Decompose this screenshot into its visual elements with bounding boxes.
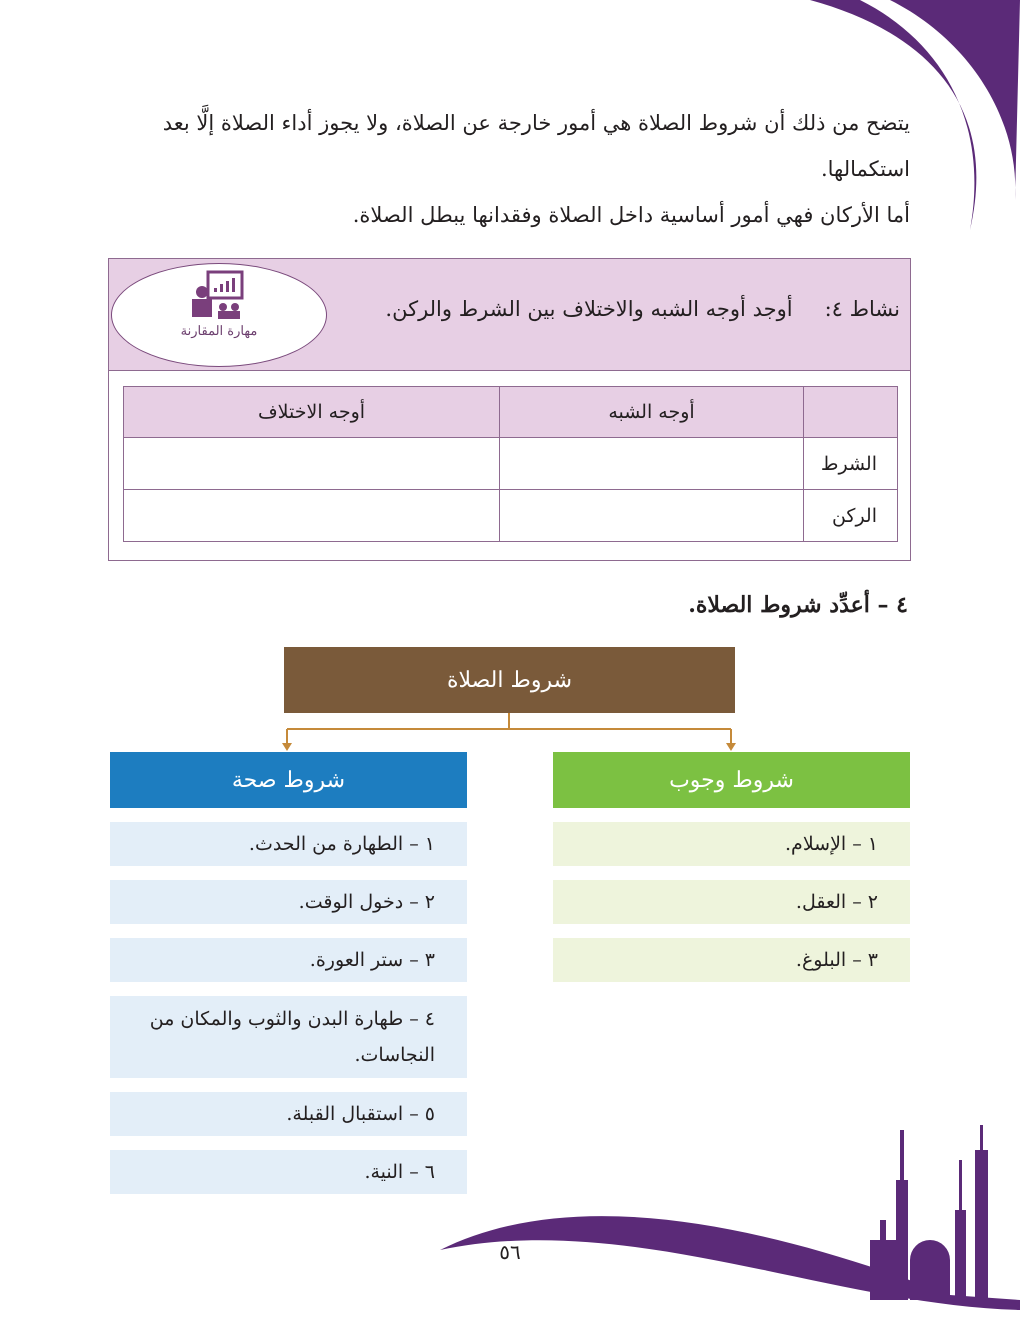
list-item: ٣ – البلوغ. xyxy=(553,938,910,982)
page-number: ٥٦ xyxy=(499,1240,521,1264)
activity-instruction: أوجد أوجه الشبه والاختلاف بين الشرط والر… xyxy=(385,297,793,321)
bottom-swoosh-decoration xyxy=(440,1125,1020,1310)
skill-badge: مهارة المقارنة xyxy=(111,263,327,367)
answer-cell[interactable] xyxy=(123,489,500,542)
activity-box: نشاط ٤: أوجد أوجه الشبه والاختلاف بين الش… xyxy=(108,258,911,561)
section-heading: ٤ – أعدِّد شروط الصلاة. xyxy=(688,592,908,618)
list-item: ٤ – طهارة البدن والثوب والمكان من النجاس… xyxy=(110,996,467,1078)
activity-header: نشاط ٤: أوجد أوجه الشبه والاختلاف بين الش… xyxy=(109,259,910,371)
obligation-conditions-header: شروط وجوب xyxy=(553,752,910,808)
comparison-table: أوجه الشبه أوجه الاختلاف الشرط الركن xyxy=(123,386,898,542)
table-header-row: أوجه الشبه أوجه الاختلاف xyxy=(123,386,898,438)
list-item: ٢ – العقل. xyxy=(553,880,910,924)
answer-cell[interactable] xyxy=(499,437,804,490)
answer-cell[interactable] xyxy=(499,489,804,542)
table-row: الركن xyxy=(123,489,898,542)
list-item: ١ – الإسلام. xyxy=(553,822,910,866)
intro-line-3: أما الأركان فهي أمور أساسية داخل الصلاة … xyxy=(352,203,910,227)
intro-line-1: يتضح من ذلك أن شروط الصلاة هي أمور خارجة… xyxy=(162,111,910,135)
answer-cell[interactable] xyxy=(123,437,500,490)
activity-number: نشاط ٤: xyxy=(824,297,900,321)
root-box: شروط الصلاة xyxy=(284,647,735,713)
intro-line-2: استكمالها. xyxy=(820,157,910,181)
list-item: ٥ – استقبال القبلة. xyxy=(110,1092,467,1136)
presenter-chart-icon xyxy=(192,270,244,319)
list-item: ١ – الطهارة من الحدث. xyxy=(110,822,467,866)
skill-label: مهارة المقارنة xyxy=(180,324,258,339)
list-item: ٦ – النية. xyxy=(110,1150,467,1194)
diagram-connectors xyxy=(282,713,736,751)
table-row: الشرط xyxy=(123,437,898,490)
validity-conditions-header: شروط صحة xyxy=(110,752,467,808)
list-item: ٢ – دخول الوقت. xyxy=(110,880,467,924)
list-item: ٣ – ستر العورة. xyxy=(110,938,467,982)
corner-swoosh-decoration xyxy=(810,0,1020,230)
